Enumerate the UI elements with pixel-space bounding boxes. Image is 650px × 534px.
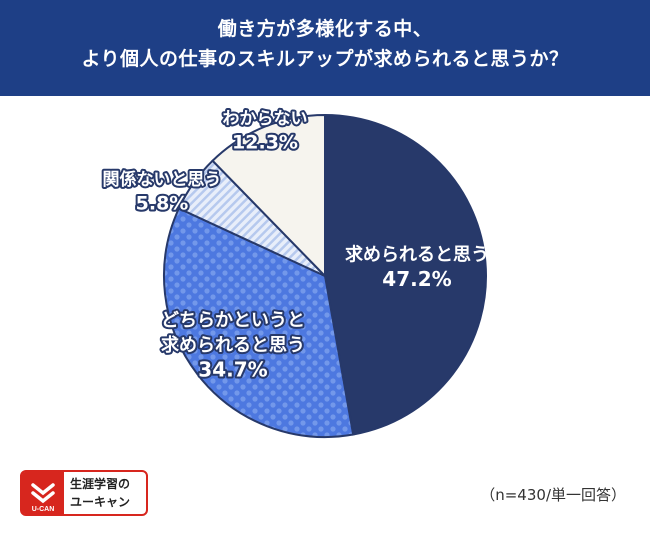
pie-slice-1 [163, 207, 355, 438]
sample-note: （n=430/単一回答） [480, 486, 626, 504]
pie-category-label-1: 求められると思う [161, 334, 305, 356]
pie-value-label-0: 47.2% [382, 267, 451, 291]
chart-title-line-1: 働き方が多様化する中、 [217, 18, 433, 40]
ucan-logo-line-1: 生涯学習の [70, 477, 131, 491]
ucan-logo: U-CAN 生涯学習の ユーキャン [20, 470, 148, 516]
ucan-logo-line-2: ユーキャン [70, 495, 131, 509]
pie-category-label-0: 求められると思う [345, 244, 489, 266]
ucan-logo-mark-text: U-CAN [32, 506, 55, 513]
pie-category-label-2: 関係ないと思う [103, 169, 222, 190]
ucan-logo-mark: U-CAN [22, 472, 64, 514]
pie-value-label-1: 34.7% [198, 358, 267, 382]
chart-title-line-2: より個人の仕事のスキルアップが求められると思うか？ [81, 48, 569, 70]
pie-category-label-3: わからない [223, 109, 308, 129]
pie-value-label-2: 5.8% [136, 193, 189, 215]
pie-slices [163, 113, 487, 438]
ucan-logo-text: 生涯学習の ユーキャン [70, 475, 130, 511]
pie-slice-0 [324, 113, 487, 436]
pie-value-label-3: 12.3% [232, 132, 298, 154]
ucan-logo-icon: U-CAN [31, 483, 55, 513]
pie-category-label-1: どちらかというと [161, 310, 305, 331]
pie-slice-3 [211, 113, 326, 279]
chart-title: 働き方が多様化する中、 より個人の仕事のスキルアップが求められると思うか？ [0, 0, 650, 96]
pie-chart: 求められると思う47.2%どちらかというと求められると思う34.7%関係ないと思… [101, 107, 490, 438]
pie-labels: 求められると思う47.2%どちらかというと求められると思う34.7%関係ないと思… [101, 107, 490, 384]
